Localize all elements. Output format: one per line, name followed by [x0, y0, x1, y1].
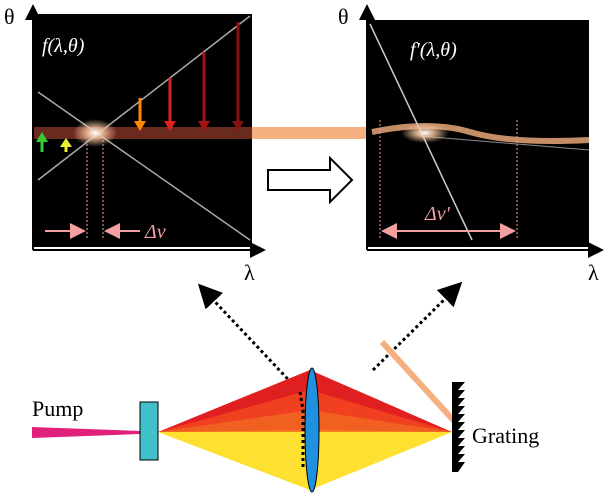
beam — [252, 127, 367, 139]
transform-arrow — [267, 155, 354, 205]
bandwidth-label: Δν — [144, 221, 166, 243]
axis-label: θ — [338, 4, 349, 29]
setup: Pump Grating — [32, 281, 539, 493]
pump-label: Pump — [32, 396, 83, 421]
panel-label: f′(λ,θ) — [410, 39, 457, 61]
axis-label: λ — [244, 260, 255, 285]
bandwidth-label: Δν′ — [424, 203, 451, 225]
panel-label: f(λ,θ) — [42, 35, 85, 57]
axis-label: λ — [588, 260, 599, 285]
grating-label: Grating — [472, 423, 539, 448]
axis-label: θ — [4, 4, 15, 29]
panel-left: f(λ,θ) Δν θ λ — [4, 4, 266, 285]
panel-right: f′(λ,θ) Δν′ θ λ — [338, 4, 604, 285]
